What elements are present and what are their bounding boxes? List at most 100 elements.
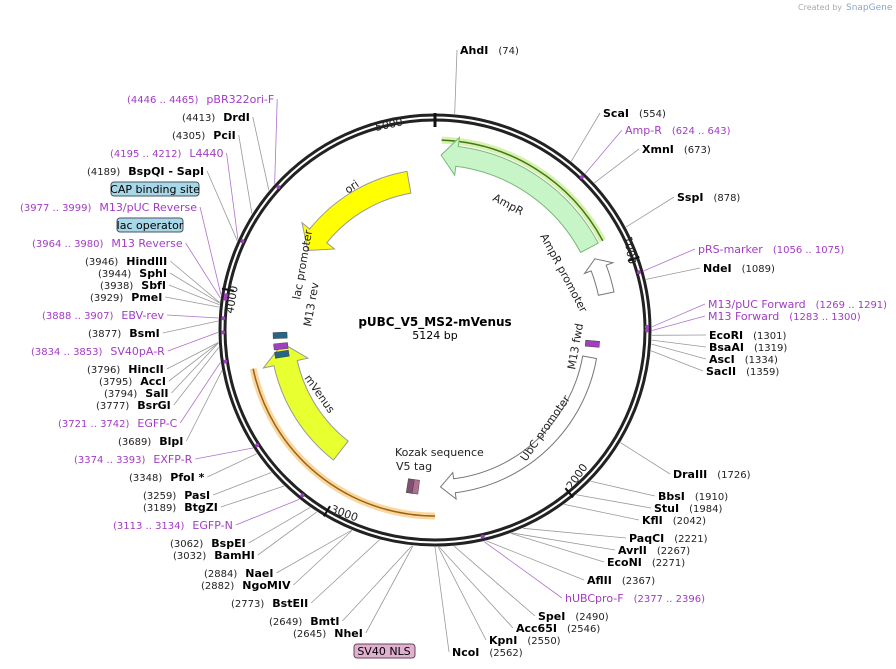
- site-position: (1056 .. 1075): [773, 245, 845, 256]
- site-position: (4413): [182, 113, 215, 124]
- ring-tick: [627, 255, 640, 262]
- feature-label: Kozak sequence: [395, 446, 484, 459]
- feature-arrow: [262, 342, 349, 461]
- site-name: PfoI *: [170, 471, 204, 484]
- feature-arrow: [301, 170, 412, 252]
- leader-line: [650, 350, 704, 372]
- site-name: AvrII: [618, 544, 647, 557]
- leader-line: [590, 480, 656, 497]
- site-name: pRS-marker: [698, 243, 763, 256]
- site-position: (4195 .. 4212): [110, 149, 182, 160]
- feature-label: V5 tag: [396, 460, 432, 473]
- site-position: (2882): [201, 581, 234, 592]
- site-name: SacII: [706, 365, 736, 378]
- leader-line: [651, 343, 707, 360]
- site-position: (3834 .. 3853): [31, 347, 103, 358]
- leader-line: [342, 545, 413, 622]
- site-name: M13 Reverse: [111, 237, 182, 250]
- site-name: EBV-rev: [121, 309, 164, 322]
- ring-tick: [221, 287, 234, 292]
- site-name: BsaAI: [709, 341, 744, 354]
- site-position: (3721 .. 3742): [58, 419, 130, 430]
- leader-line: [212, 472, 272, 496]
- site-name: EcoRI: [709, 329, 743, 342]
- site-name: SspI: [677, 191, 703, 204]
- site-position: (3113 .. 3134): [113, 521, 185, 532]
- leader-line: [434, 546, 450, 653]
- site-name: EcoNI: [607, 556, 642, 569]
- site-name: XmnI: [642, 143, 674, 156]
- leader-line: [257, 511, 317, 556]
- site-name: M13 Forward: [708, 310, 779, 323]
- leader-line: [293, 530, 353, 586]
- site-name: BspQI - SapI: [128, 165, 204, 178]
- leader-line: [453, 545, 536, 617]
- leader-line: [186, 370, 223, 442]
- feature-block: [273, 342, 289, 351]
- leader-line: [206, 170, 238, 241]
- site-position: (3062): [170, 539, 203, 550]
- primer-mark: [223, 359, 228, 364]
- site-position: (1301): [753, 331, 786, 342]
- leader-line: [483, 541, 563, 599]
- feature-arrow: [439, 355, 598, 501]
- site-name: AscI: [709, 353, 735, 366]
- primer-mark: [579, 175, 584, 180]
- site-position: (1089): [742, 264, 775, 275]
- site-name: pBR322ori-F: [206, 93, 274, 106]
- site-position: (3977 .. 3999): [20, 203, 92, 214]
- leader-line: [570, 112, 601, 162]
- site-position: (3777): [96, 401, 129, 412]
- site-position: (3888 .. 3907): [42, 311, 114, 322]
- leader-line: [274, 98, 278, 184]
- map-name: pUBC_V5_MS2-mVenus: [358, 315, 511, 330]
- site-position: (1283 .. 1300): [789, 312, 861, 323]
- site-name: SphI: [139, 267, 167, 280]
- site-position: (2773): [231, 599, 264, 610]
- site-name: KpnI: [489, 634, 517, 647]
- site-position: (3938): [100, 281, 133, 292]
- primer-mark: [221, 316, 226, 321]
- site-name: BbsI: [658, 490, 685, 503]
- feature-highlight: [252, 368, 436, 517]
- site-name: NheI: [334, 627, 363, 640]
- site-position: (3946): [85, 257, 118, 268]
- site-name: NcoI: [452, 646, 479, 659]
- primer-mark: [223, 296, 228, 301]
- ring-tick: [323, 505, 331, 517]
- leader-line: [207, 453, 257, 478]
- site-position: (878): [713, 193, 740, 204]
- leader-line: [165, 296, 220, 308]
- leader-line: [248, 507, 311, 544]
- credit-prefix: Created by: [798, 3, 842, 12]
- site-position: (3796): [87, 365, 120, 376]
- site-name: HincII: [128, 363, 164, 376]
- boxed-label: lac operator: [117, 219, 184, 232]
- site-name: PaqCI: [629, 532, 664, 545]
- primer-mark: [480, 534, 485, 539]
- credit-brand: SnapGene: [846, 3, 893, 13]
- site-position: (2884): [204, 569, 237, 580]
- leader-line: [252, 116, 270, 191]
- primer-mark: [636, 270, 641, 275]
- site-position: (2377 .. 2396): [634, 594, 706, 605]
- site-name: BsmI: [129, 327, 160, 340]
- site-name: AccI: [140, 375, 166, 388]
- feature-block: [584, 339, 600, 348]
- site-position: (3189): [143, 503, 176, 514]
- site-position: (2546): [567, 624, 600, 635]
- site-name: AflII: [587, 574, 612, 587]
- leader-line: [199, 206, 222, 295]
- ring-tick-label: 1000: [621, 235, 639, 265]
- leader-line: [564, 503, 640, 521]
- site-position: (2221): [674, 534, 707, 545]
- site-position: (3348): [129, 473, 162, 484]
- site-position: (2267): [657, 546, 690, 557]
- site-position: (3794): [104, 389, 137, 400]
- leader-line: [625, 196, 675, 228]
- site-position: (2649): [269, 617, 302, 628]
- site-name: EXFP-R: [153, 453, 192, 466]
- site-position: (554): [639, 109, 666, 120]
- leader-line: [437, 546, 487, 641]
